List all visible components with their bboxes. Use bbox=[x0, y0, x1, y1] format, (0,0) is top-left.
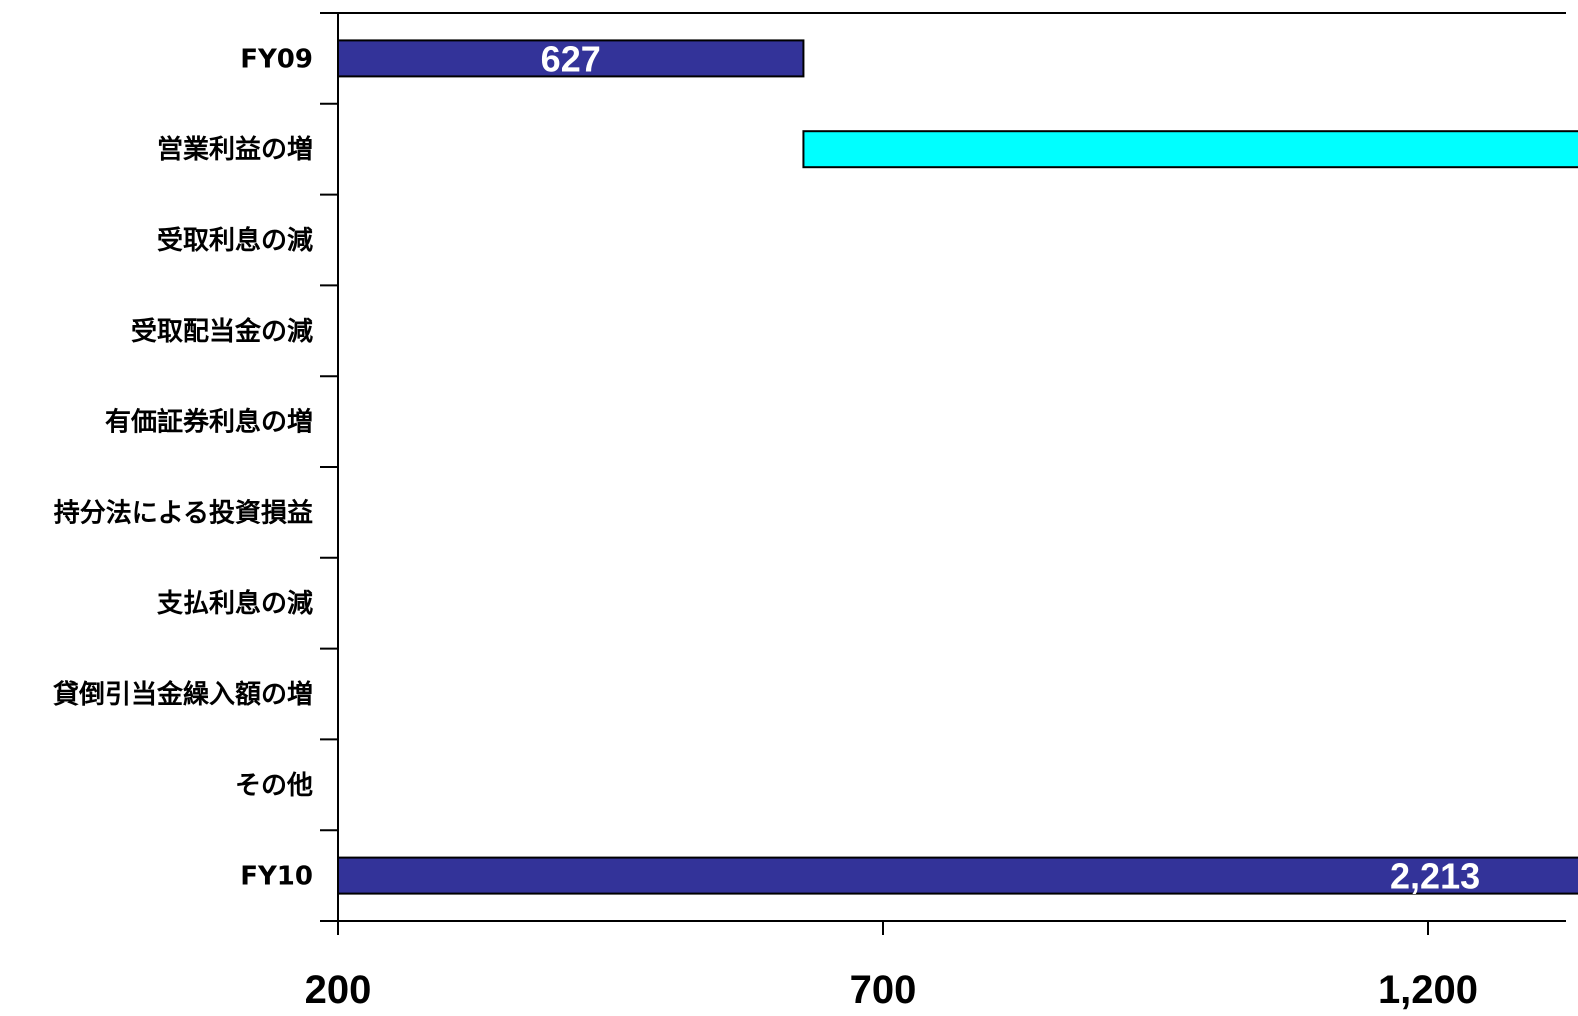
x-tick-label: 700 bbox=[850, 968, 917, 1012]
category-label: 受取配当金の減 bbox=[131, 316, 313, 347]
category-label: 貸倒引当金繰入額の増 bbox=[52, 679, 313, 710]
category-label: その他 bbox=[235, 771, 313, 801]
category-label: 有価証券利息の増 bbox=[105, 407, 313, 438]
category-label: 営業利益の増 bbox=[157, 135, 313, 165]
category-label: FY09 bbox=[240, 44, 313, 74]
category-label: 受取利息の減 bbox=[157, 225, 313, 256]
category-label: 支払利息の減 bbox=[157, 588, 313, 619]
category-label: 持分法による投資損益 bbox=[54, 498, 313, 528]
bars bbox=[337, 39, 1578, 895]
value-label: 627 bbox=[541, 38, 601, 79]
axis-ticks bbox=[320, 12, 1429, 935]
value-label: 2,213 bbox=[1390, 856, 1480, 897]
bar-increase bbox=[802, 130, 1578, 169]
bar-total bbox=[337, 856, 1578, 895]
bar-total bbox=[337, 39, 805, 78]
category-label: FY10 bbox=[240, 862, 313, 892]
plot-frame bbox=[320, 12, 1566, 935]
x-tick-label: 1,200 bbox=[1378, 968, 1478, 1012]
labels: 2007001,2001,7002,200FY09627営業利益の増+1,394… bbox=[52, 38, 1480, 1012]
x-tick-label: 200 bbox=[305, 968, 372, 1012]
